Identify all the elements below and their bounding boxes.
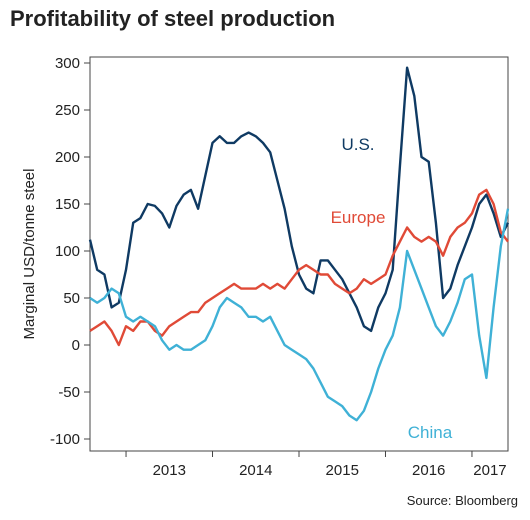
y-tick-label: 100 xyxy=(55,243,80,260)
series-line-us xyxy=(88,66,510,333)
source-note: Source: Bloomberg xyxy=(406,493,518,508)
series-labels: U.S. Europe China xyxy=(331,135,453,442)
y-axis-label: Marginal USD/tonne steel xyxy=(21,169,38,340)
y-tick-label: 300 xyxy=(55,55,80,72)
series-label: Europe xyxy=(331,208,386,227)
series-line-europe xyxy=(89,188,509,347)
chart-title: Profitability of steel production xyxy=(10,6,336,31)
series-label: China xyxy=(408,423,453,442)
x-tick-label: 2014 xyxy=(239,462,272,479)
x-tick-label: 2015 xyxy=(326,462,359,479)
y-tick-label: -100 xyxy=(50,431,80,448)
x-tick-label: 2013 xyxy=(153,462,186,479)
plot-frame xyxy=(89,56,509,452)
series-label: U.S. xyxy=(341,135,374,154)
y-tick-label: 150 xyxy=(55,196,80,213)
y-tick-label: 50 xyxy=(63,290,80,307)
y-tick-label: 200 xyxy=(55,149,80,166)
y-tick-label: -50 xyxy=(58,384,80,401)
series-line-china xyxy=(89,208,510,422)
y-tick-label: 0 xyxy=(72,337,80,354)
series-lines xyxy=(88,66,510,422)
x-axis: 2013 2014 2015 2016 2017 xyxy=(125,451,507,479)
y-tick-label: 250 xyxy=(55,102,80,119)
x-tick-label: 2016 xyxy=(412,462,445,479)
y-axis: 300 250 200 150 100 50 0 -50 -100 xyxy=(50,55,90,448)
x-tick-label: 2017 xyxy=(473,462,506,479)
